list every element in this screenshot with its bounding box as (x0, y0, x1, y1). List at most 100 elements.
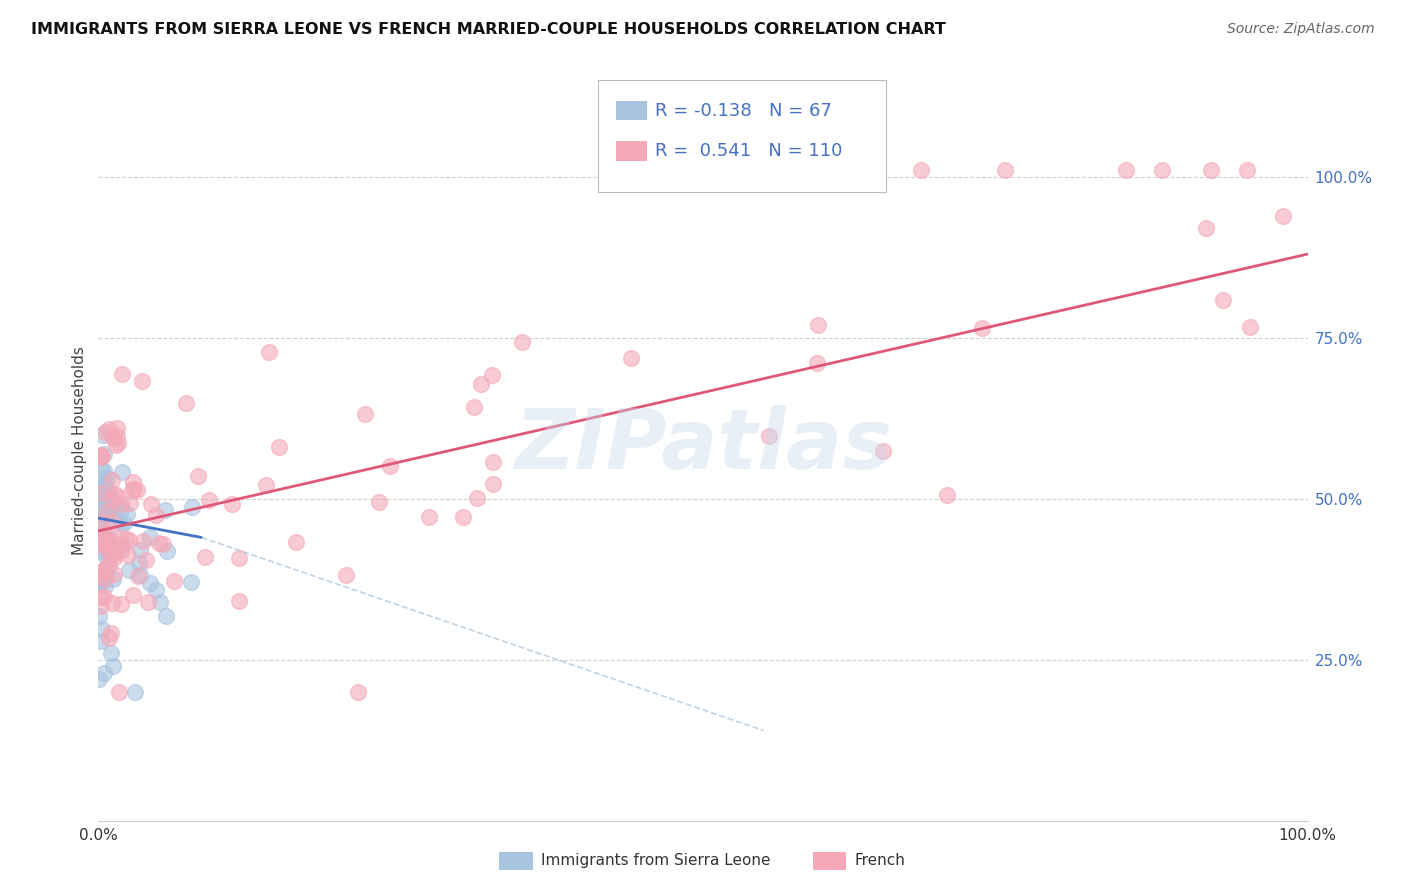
Point (101, 659, 124, 673)
Point (187, 468, 209, 483)
Text: R =  0.541   N = 110: R = 0.541 N = 110 (655, 142, 842, 160)
Point (94, 489, 117, 503)
Point (267, 441, 290, 455)
Point (118, 533, 141, 548)
Point (121, 483, 143, 497)
Point (90, 463, 112, 477)
Point (136, 595, 159, 609)
Point (872, 443, 894, 458)
Point (96, 471, 118, 485)
Point (145, 582, 167, 597)
Point (122, 475, 145, 490)
Point (90, 590, 112, 604)
Point (101, 474, 124, 488)
Point (94, 425, 117, 439)
Point (104, 487, 127, 501)
Point (87, 609, 110, 624)
Text: Immigrants from Sierra Leone: Immigrants from Sierra Leone (541, 854, 770, 868)
Point (91, 567, 114, 582)
Point (111, 367, 134, 381)
Point (620, 351, 643, 365)
Point (105, 438, 128, 452)
Point (90, 534, 112, 549)
Point (90, 486, 112, 500)
Point (103, 566, 125, 581)
Point (105, 500, 128, 514)
Point (100, 646, 122, 660)
Point (1152, 163, 1174, 178)
Point (110, 516, 132, 531)
Point (418, 509, 440, 524)
Point (1239, 319, 1261, 334)
Point (93, 579, 115, 593)
Point (97, 558, 120, 572)
Point (111, 543, 134, 558)
Point (1236, 163, 1258, 178)
Point (91, 564, 114, 578)
Point (104, 538, 127, 552)
Point (470, 377, 492, 392)
Point (138, 530, 160, 544)
Point (228, 550, 250, 565)
Point (122, 588, 145, 602)
Point (101, 492, 124, 507)
Point (132, 533, 155, 548)
Point (194, 550, 217, 565)
Point (107, 435, 129, 450)
Point (111, 538, 134, 552)
Point (1115, 163, 1137, 178)
Point (118, 563, 141, 577)
Point (111, 465, 134, 479)
Point (96, 515, 118, 529)
Point (117, 507, 139, 521)
Point (89, 514, 111, 528)
Point (221, 497, 243, 511)
Point (111, 501, 134, 516)
Point (284, 534, 307, 549)
Point (93, 570, 115, 584)
Point (131, 374, 153, 388)
Point (138, 575, 160, 590)
Point (335, 568, 357, 582)
Point (108, 685, 131, 699)
Point (105, 428, 128, 442)
Point (1199, 163, 1222, 178)
Point (90, 543, 112, 558)
Point (105, 545, 128, 559)
Point (129, 542, 152, 557)
Point (97, 485, 120, 500)
Point (89, 517, 111, 532)
Point (87, 500, 110, 514)
Point (156, 544, 179, 558)
Point (994, 163, 1017, 178)
Point (1272, 209, 1295, 223)
Point (100, 504, 122, 518)
Point (110, 497, 132, 511)
Point (98, 544, 121, 558)
Point (90, 449, 112, 463)
Point (127, 569, 149, 583)
Point (91, 497, 114, 511)
Point (135, 552, 157, 566)
Point (153, 503, 176, 517)
Point (482, 477, 505, 491)
Point (89, 672, 111, 686)
Point (89, 491, 111, 505)
Point (155, 609, 177, 624)
Point (91, 539, 114, 553)
Point (93, 665, 115, 680)
Point (103, 547, 125, 561)
Point (108, 531, 131, 545)
Point (451, 510, 474, 524)
Point (93, 532, 115, 546)
Point (112, 516, 135, 530)
Text: ZIPatlas: ZIPatlas (515, 406, 891, 486)
Point (110, 597, 132, 611)
Point (94, 539, 117, 553)
Point (90, 515, 112, 529)
Point (93, 507, 115, 521)
Point (180, 500, 202, 514)
Text: R = -0.138   N = 67: R = -0.138 N = 67 (655, 102, 832, 120)
Point (90, 568, 112, 582)
Point (1195, 221, 1218, 235)
